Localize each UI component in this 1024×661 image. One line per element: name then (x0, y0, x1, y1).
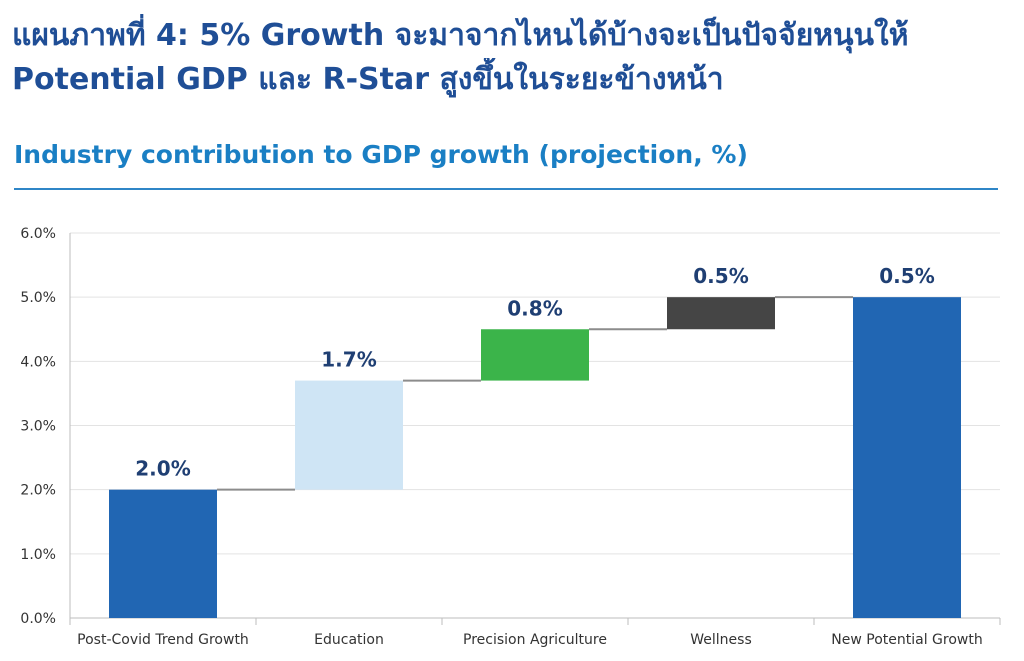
bar (481, 329, 589, 381)
category-label: Wellness (690, 632, 752, 648)
category-label: Education (314, 632, 384, 648)
data-label: 0.5% (693, 264, 748, 288)
data-label: 0.8% (507, 296, 562, 320)
category-label: New Potential Growth (831, 632, 982, 648)
chart-subtitle: Industry contribution to GDP growth (pro… (14, 140, 748, 169)
y-tick-label: 4.0% (20, 354, 56, 370)
y-tick-label: 2.0% (20, 483, 56, 499)
chart-title: แผนภาพที่ 4: 5% Growth จะมาจากไหนได้บ้าง… (12, 14, 1017, 102)
bar (109, 489, 217, 618)
y-tick-label: 5.0% (20, 290, 56, 306)
data-label: 1.7% (321, 348, 376, 372)
category-label: Post-Covid Trend Growth (77, 632, 249, 648)
title-line-2: Potential GDP และ R-Star สูงขึ้นในระยะข้… (12, 62, 724, 97)
y-tick-label: 6.0% (20, 226, 56, 242)
y-tick-label: 1.0% (20, 547, 56, 563)
title-divider (14, 188, 998, 190)
bar (667, 297, 775, 330)
bar (295, 380, 403, 490)
waterfall-chart: 0.0% 1.0% 2.0% 3.0% 4.0% 5.0% 6.0% 2.0% Post-Cov… (20, 226, 1001, 648)
bar (853, 297, 961, 618)
title-line-1: แผนภาพที่ 4: 5% Growth จะมาจากไหนได้บ้าง… (12, 18, 909, 53)
y-tick-label: 3.0% (20, 419, 56, 435)
category-label: Precision Agriculture (463, 632, 607, 648)
y-tick-label: 0.0% (20, 611, 56, 627)
data-label: 0.5% (879, 264, 934, 288)
data-label: 2.0% (135, 457, 190, 481)
